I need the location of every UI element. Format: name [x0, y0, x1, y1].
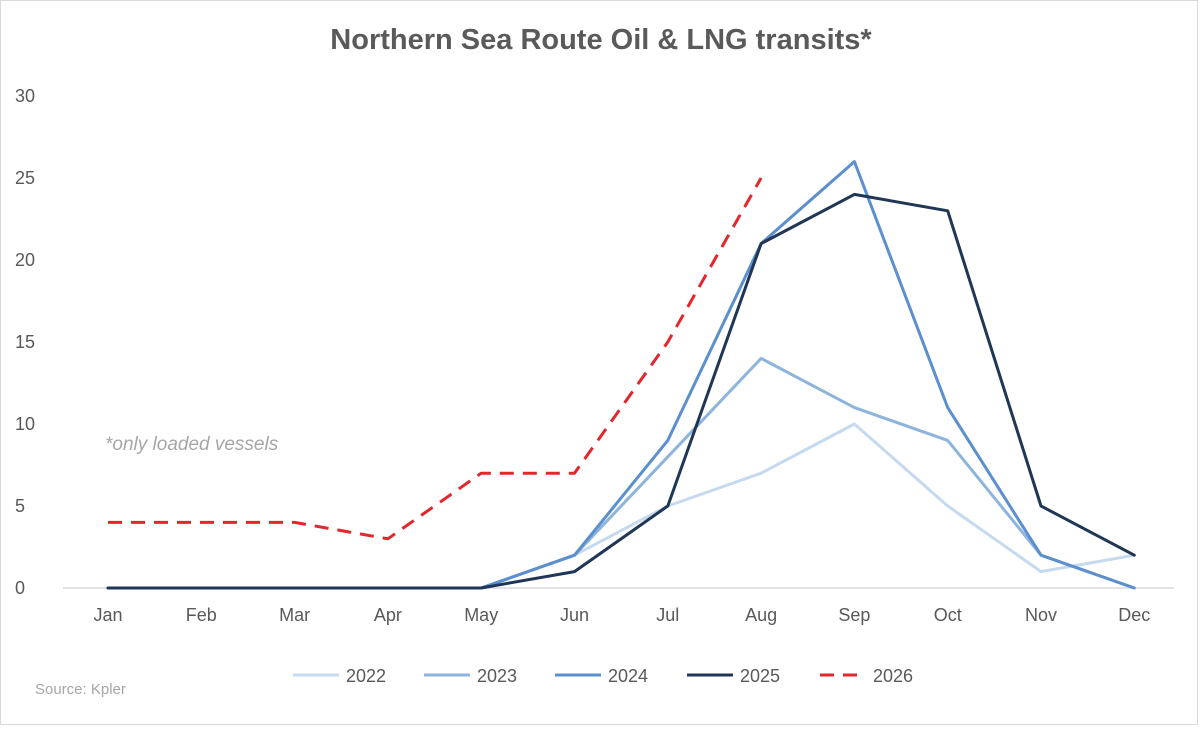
x-tick-label: Jan: [93, 605, 122, 625]
legend-label-2022: 2022: [346, 666, 386, 686]
series-line-2024: [106, 160, 1136, 590]
source-label: Source: Kpler: [35, 681, 126, 698]
series-line-2023: [106, 356, 1136, 590]
chart-title: Northern Sea Route Oil & LNG transits*: [330, 24, 872, 56]
y-tick-label: 0: [15, 578, 25, 598]
x-tick-label: Oct: [934, 605, 962, 625]
x-tick-label: Nov: [1025, 605, 1057, 625]
x-tick-label: Jul: [656, 605, 679, 625]
annotation-note: *only loaded vessels: [105, 434, 279, 455]
x-axis-ticks: Jan Feb Mar Apr May Jun Jul Aug Sep Oct Nov Dec: [93, 605, 1150, 625]
x-tick-label: Jun: [560, 605, 589, 625]
series-line-2025: [106, 192, 1136, 590]
legend: 2022 2023 2024 2025 2026: [293, 666, 913, 686]
x-tick-label: Apr: [374, 605, 402, 625]
legend-label-2023: 2023: [477, 666, 517, 686]
series-line-2026: [108, 177, 763, 541]
series-lines: [106, 160, 1136, 590]
y-tick-label: 5: [15, 496, 25, 516]
x-tick-label: Sep: [838, 605, 870, 625]
y-tick-label: 30: [15, 86, 35, 106]
legend-label-2024: 2024: [608, 666, 648, 686]
legend-label-2025: 2025: [740, 666, 780, 686]
y-tick-label: 25: [15, 168, 35, 188]
x-tick-label: Aug: [745, 605, 777, 625]
y-axis-ticks: 0 5 10 15 20 25 30: [15, 86, 35, 598]
x-tick-label: Dec: [1118, 605, 1150, 625]
x-tick-label: Feb: [186, 605, 217, 625]
x-tick-label: May: [464, 605, 498, 625]
y-tick-label: 15: [15, 332, 35, 352]
y-tick-label: 20: [15, 250, 35, 270]
y-tick-label: 10: [15, 414, 35, 434]
legend-label-2026: 2026: [873, 666, 913, 686]
x-tick-label: Mar: [279, 605, 310, 625]
